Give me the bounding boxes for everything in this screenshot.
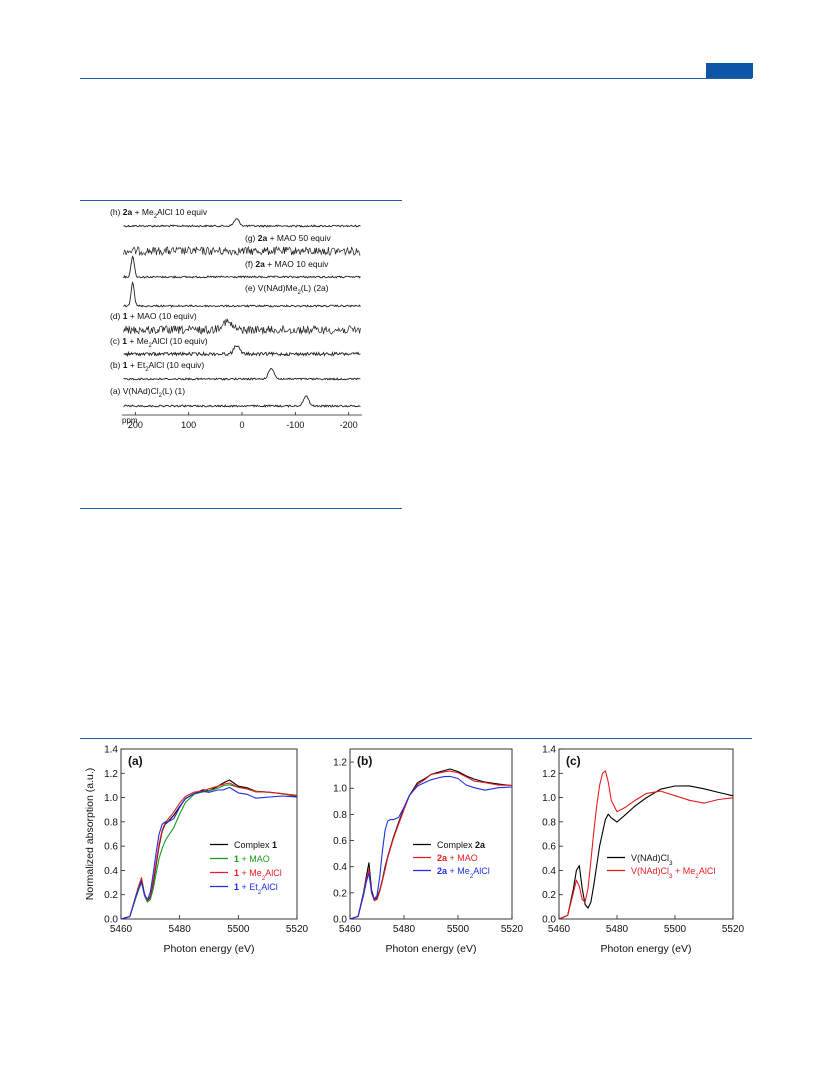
legend-entry: 1 + Me2AlCl [234,868,282,882]
nmr-axis-unit: ppm [122,416,138,425]
y-tick-label: 0.4 [542,866,556,877]
y-tick-label: 0.8 [104,817,118,828]
plot-frame [558,748,734,920]
y-tick-label: 0.6 [333,836,347,847]
x-tick-label: 5460 [339,924,362,935]
x-tick-label: 5480 [606,924,629,935]
nmr-label-f: (f) 2a + MAO 10 equiv [245,259,329,269]
nmr-label-e: (e) V(NAd)Me2(L) (2a) [245,283,329,296]
series-line-1 [558,770,734,920]
nmr-trace-c [123,345,361,358]
x-axis-label: Photon energy (eV) [163,943,254,955]
nmr-trace-d [123,318,361,335]
nmr-figure-bottom-rule [80,508,402,509]
nmr-x-tick-label: 0 [239,420,244,430]
x-tick-label: 5480 [169,924,192,935]
legend-entry: V(NAd)Cl3 + Me2AlCl [631,866,715,880]
x-tick-label: 5500 [227,924,250,935]
nmr-label-g: (g) 2a + MAO 50 equiv [245,233,332,243]
panel-label: (b) [357,754,372,768]
y-tick-label: 0.4 [104,866,118,877]
plot-frame [349,748,513,920]
y-tick-label: 1.4 [542,745,556,756]
nmr-label-h: (h) 2a + Me2AlCl 10 equiv [110,207,208,220]
y-tick-label: 0.6 [542,842,556,853]
nmr-spectra-figure: (h) 2a + Me2AlCl 10 equiv (g) 2a + MAO 50… [110,207,362,430]
legend-entry: 1 + Et2AlCl [234,882,278,896]
legend-entry: 2a + MAO [437,853,478,863]
nmr-label-d: (d) 1 + MAO (10 equiv) [110,311,197,321]
legend-entry: Complex 2a [437,840,486,850]
xanes-panel-c: 0.0 0.2 0.4 0.6 0.8 1.0 1.2 1.4 5460 5480 5500 5520… [542,745,744,956]
nmr-label-c: (c) 1 + Me2AlCl (10 equiv) [110,336,208,349]
series-line-2 [349,775,513,920]
xanes-figure-top-rule [80,738,752,739]
y-tick-label: 0.0 [104,915,118,926]
y-tick-label: 1.0 [542,793,556,804]
panel-label: (c) [566,754,581,768]
x-tick-label: 5520 [501,924,524,935]
x-tick-label: 5520 [722,924,745,935]
header-tab [706,63,753,78]
x-axis-label: Photon energy (eV) [600,943,691,955]
nmr-x-tick-label: -100 [286,420,304,430]
plot-frame [120,748,298,920]
legend-entry: Complex 1 [234,840,277,850]
x-tick-label: 5520 [286,924,309,935]
y-tick-label: 0.8 [542,817,556,828]
nmr-trace-h [123,218,361,228]
y-tick-label: 0.0 [542,915,556,926]
x-tick-label: 5500 [447,924,470,935]
nmr-trace-g [123,245,361,257]
nmr-trace-b [123,367,361,381]
xanes-figure: 0.0 0.2 0.4 0.6 0.8 1.0 1.2 1.4 5460 5480 5500 5520… [84,745,745,956]
y-tick-label: 1.2 [104,769,118,780]
nmr-x-tick-label: -200 [340,420,358,430]
x-tick-label: 5500 [664,924,687,935]
xanes-panel-a: 0.0 0.2 0.4 0.6 0.8 1.0 1.2 1.4 5460 5480 5500 5520… [84,745,309,956]
xanes-panel-b: 0.0 0.2 0.4 0.6 0.8 1.0 1.2 5460 5480 5500 5520 Pho… [333,748,524,955]
y-tick-label: 1.0 [104,793,118,804]
x-tick-label: 5460 [110,924,133,935]
nmr-trace-a [123,395,361,408]
y-tick-label: 1.2 [333,758,347,769]
x-tick-label: 5460 [548,924,571,935]
panel-label: (a) [128,754,143,768]
header-rule [80,78,752,79]
nmr-trace-e [123,281,361,308]
y-tick-label: 0.2 [104,890,118,901]
y-tick-label: 0.2 [542,890,556,901]
nmr-figure-top-rule [80,200,402,201]
y-tick-label: 0.0 [333,915,347,926]
y-tick-label: 1.2 [542,769,556,780]
legend-entry: 2a + Me2AlCl [437,866,490,880]
nmr-x-tick-label: 100 [181,420,196,430]
y-tick-label: 0.6 [104,842,118,853]
legend-entry: 1 + MAO [234,854,270,864]
nmr-label-b: (b) 1 + Et2AlCl (10 equiv) [110,360,204,373]
y-tick-label: 1.4 [104,745,118,756]
series-line-3 [120,786,298,920]
nmr-label-a: (a) V(NAd)Cl2(L) (1) [110,386,185,399]
series-line-0 [558,785,734,920]
y-tick-label: 0.8 [333,810,347,821]
y-axis-label: Normalized absorption (a.u.) [84,768,96,900]
nmr-x-tick-label: 200 [128,420,143,430]
nmr-trace-f [123,255,361,279]
legend-entry: V(NAd)Cl3 [631,853,673,867]
y-tick-label: 1.0 [333,784,347,795]
y-tick-label: 0.2 [333,888,347,899]
x-tick-label: 5480 [393,924,416,935]
y-tick-label: 0.4 [333,862,347,873]
x-axis-label: Photon energy (eV) [385,943,476,955]
